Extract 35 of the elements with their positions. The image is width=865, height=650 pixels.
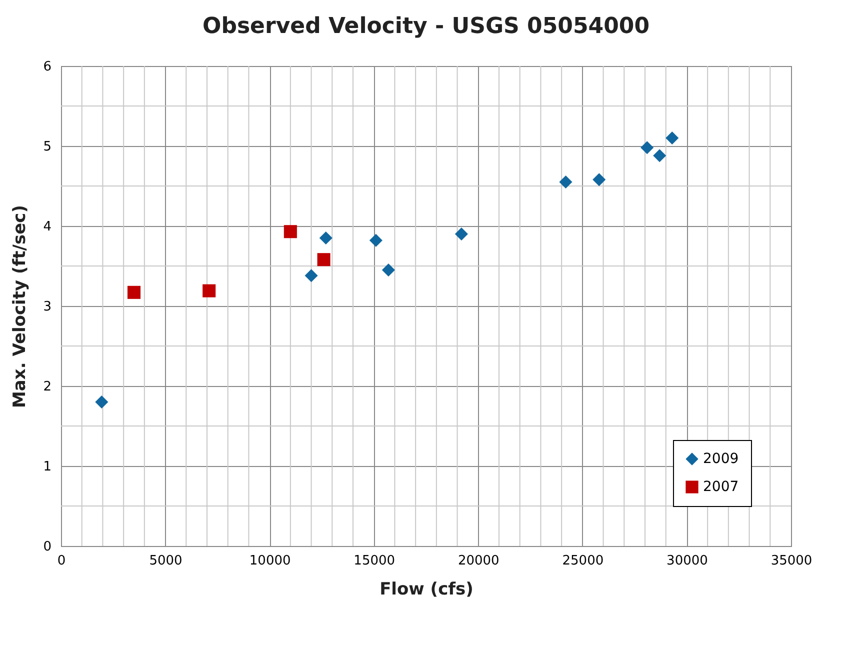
x-tick-label: 15000 <box>354 554 396 568</box>
point <box>653 149 666 162</box>
point <box>382 263 395 277</box>
legend-label: 2007 <box>703 479 739 495</box>
point <box>454 227 468 241</box>
point <box>284 225 297 238</box>
y-tick-label: 6 <box>43 60 52 74</box>
point <box>592 173 606 186</box>
point <box>666 131 679 145</box>
point <box>559 175 572 189</box>
x-tick-label: 25000 <box>562 554 604 568</box>
chart-title: Observed Velocity - USGS 05054000 <box>202 14 650 39</box>
point <box>304 269 318 282</box>
point <box>319 231 332 245</box>
y-tick-label: 4 <box>43 220 52 234</box>
point <box>369 234 382 247</box>
y-tick-label: 3 <box>43 300 52 314</box>
y-tick-label: 0 <box>43 540 52 554</box>
x-tick-label: 30000 <box>666 554 708 568</box>
y-axis-title: Max. Velocity (ft/sec) <box>10 204 30 408</box>
point <box>202 284 216 298</box>
x-axis-title: Flow (cfs) <box>380 580 474 600</box>
x-tick-label: 5000 <box>149 554 182 568</box>
y-tick-label: 1 <box>43 460 52 474</box>
x-tick-label: 35000 <box>770 554 812 568</box>
y-tick-label: 5 <box>43 140 52 154</box>
point <box>317 253 330 266</box>
x-tick-label: 0 <box>57 554 66 568</box>
point <box>95 395 108 409</box>
x-tick-label: 20000 <box>458 554 500 568</box>
point <box>127 286 141 299</box>
y-tick-label: 2 <box>43 380 52 394</box>
point <box>640 141 654 154</box>
x-tick-label: 10000 <box>249 554 291 568</box>
legend-label: 2009 <box>703 451 739 467</box>
